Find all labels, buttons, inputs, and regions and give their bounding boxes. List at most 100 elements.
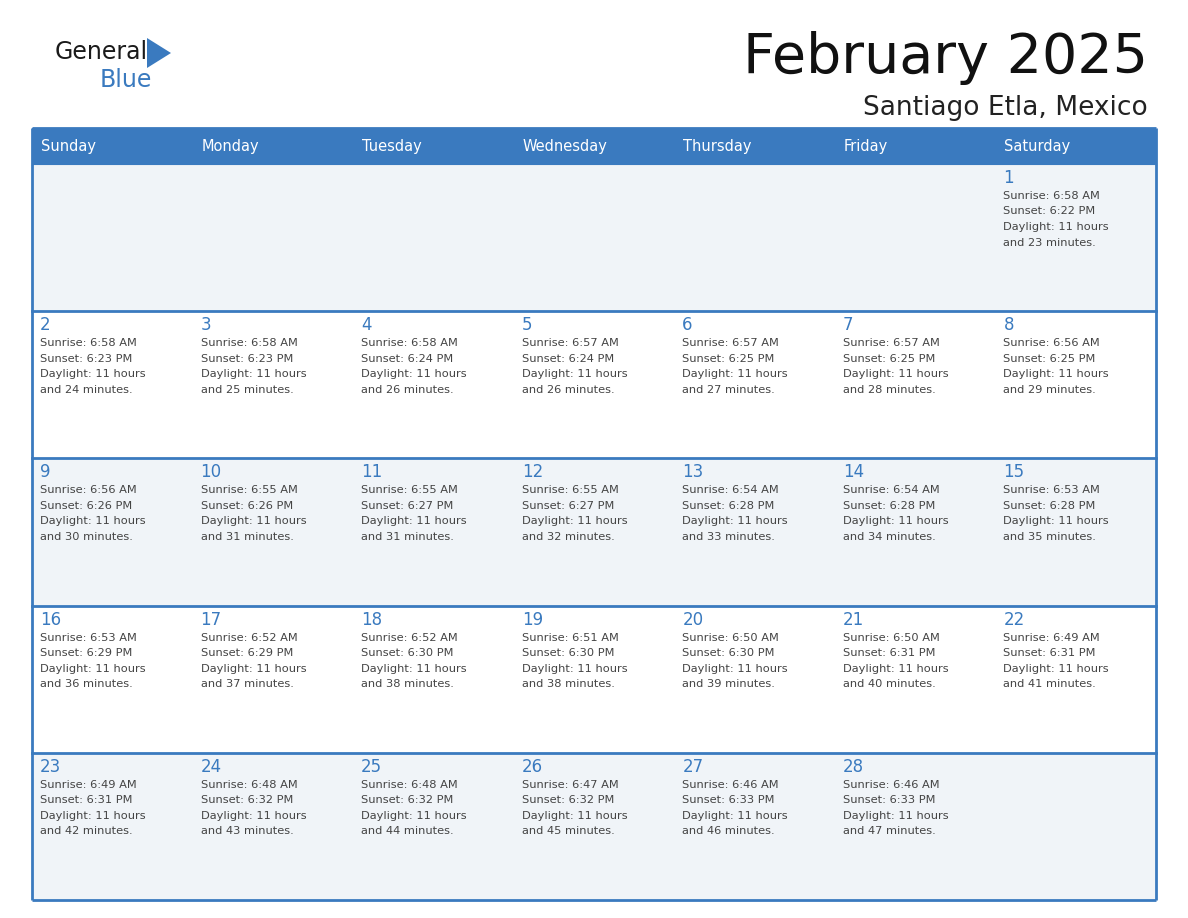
Text: and 28 minutes.: and 28 minutes. xyxy=(842,385,936,395)
Text: Sunset: 6:29 PM: Sunset: 6:29 PM xyxy=(201,648,293,658)
Text: 16: 16 xyxy=(40,610,61,629)
Text: Sunrise: 6:57 AM: Sunrise: 6:57 AM xyxy=(842,338,940,348)
Text: Daylight: 11 hours: Daylight: 11 hours xyxy=(201,517,307,526)
Text: and 47 minutes.: and 47 minutes. xyxy=(842,826,936,836)
Text: 19: 19 xyxy=(522,610,543,629)
Text: Monday: Monday xyxy=(202,139,259,153)
Text: Sunrise: 6:55 AM: Sunrise: 6:55 AM xyxy=(201,486,297,496)
Text: and 26 minutes.: and 26 minutes. xyxy=(361,385,454,395)
Bar xyxy=(835,311,996,458)
Text: Sunset: 6:33 PM: Sunset: 6:33 PM xyxy=(842,795,935,805)
Bar xyxy=(675,164,835,311)
Text: Daylight: 11 hours: Daylight: 11 hours xyxy=(842,517,948,526)
Text: 15: 15 xyxy=(1004,464,1024,481)
Text: Daylight: 11 hours: Daylight: 11 hours xyxy=(1004,222,1110,232)
Text: 10: 10 xyxy=(201,464,222,481)
Text: Sunrise: 6:57 AM: Sunrise: 6:57 AM xyxy=(522,338,619,348)
Text: Daylight: 11 hours: Daylight: 11 hours xyxy=(201,369,307,379)
Text: and 30 minutes.: and 30 minutes. xyxy=(40,532,133,542)
Polygon shape xyxy=(147,38,171,68)
Bar xyxy=(996,753,1156,900)
Text: Daylight: 11 hours: Daylight: 11 hours xyxy=(682,811,788,821)
Text: Daylight: 11 hours: Daylight: 11 hours xyxy=(682,517,788,526)
Text: Sunrise: 6:50 AM: Sunrise: 6:50 AM xyxy=(682,633,779,643)
Text: 12: 12 xyxy=(522,464,543,481)
Text: and 39 minutes.: and 39 minutes. xyxy=(682,679,775,689)
Text: Daylight: 11 hours: Daylight: 11 hours xyxy=(201,811,307,821)
Text: Sunset: 6:31 PM: Sunset: 6:31 PM xyxy=(1004,648,1095,658)
Bar xyxy=(32,311,192,458)
Bar xyxy=(996,458,1156,606)
Text: and 42 minutes.: and 42 minutes. xyxy=(40,826,133,836)
Text: 27: 27 xyxy=(682,757,703,776)
Text: Daylight: 11 hours: Daylight: 11 hours xyxy=(842,811,948,821)
Text: General: General xyxy=(55,40,148,64)
Text: and 27 minutes.: and 27 minutes. xyxy=(682,385,775,395)
Text: Sunset: 6:30 PM: Sunset: 6:30 PM xyxy=(361,648,454,658)
Bar xyxy=(353,164,513,311)
Text: Daylight: 11 hours: Daylight: 11 hours xyxy=(682,369,788,379)
Text: Sunrise: 6:51 AM: Sunrise: 6:51 AM xyxy=(522,633,619,643)
Bar xyxy=(675,606,835,753)
Text: Daylight: 11 hours: Daylight: 11 hours xyxy=(522,811,627,821)
Bar xyxy=(192,753,353,900)
Bar xyxy=(32,128,192,164)
Text: Daylight: 11 hours: Daylight: 11 hours xyxy=(842,369,948,379)
Text: Sunrise: 6:53 AM: Sunrise: 6:53 AM xyxy=(40,633,137,643)
Text: Sunset: 6:23 PM: Sunset: 6:23 PM xyxy=(40,353,132,364)
Bar xyxy=(513,311,675,458)
Bar xyxy=(353,606,513,753)
Text: Saturday: Saturday xyxy=(1004,139,1070,153)
Bar xyxy=(32,753,192,900)
Text: Sunrise: 6:58 AM: Sunrise: 6:58 AM xyxy=(361,338,459,348)
Bar xyxy=(835,458,996,606)
Bar xyxy=(192,606,353,753)
Text: Sunset: 6:25 PM: Sunset: 6:25 PM xyxy=(842,353,935,364)
Text: and 26 minutes.: and 26 minutes. xyxy=(522,385,614,395)
Text: 2: 2 xyxy=(40,316,51,334)
Text: Daylight: 11 hours: Daylight: 11 hours xyxy=(40,811,146,821)
Bar xyxy=(513,753,675,900)
Text: 23: 23 xyxy=(40,757,62,776)
Text: 8: 8 xyxy=(1004,316,1013,334)
Text: Daylight: 11 hours: Daylight: 11 hours xyxy=(1004,369,1110,379)
Bar xyxy=(513,164,675,311)
Text: Sunrise: 6:58 AM: Sunrise: 6:58 AM xyxy=(40,338,137,348)
Text: 6: 6 xyxy=(682,316,693,334)
Text: Sunrise: 6:50 AM: Sunrise: 6:50 AM xyxy=(842,633,940,643)
Text: Sunrise: 6:54 AM: Sunrise: 6:54 AM xyxy=(842,486,940,496)
Text: and 34 minutes.: and 34 minutes. xyxy=(842,532,936,542)
Text: Sunset: 6:26 PM: Sunset: 6:26 PM xyxy=(40,501,132,511)
Text: 7: 7 xyxy=(842,316,853,334)
Text: Sunset: 6:30 PM: Sunset: 6:30 PM xyxy=(522,648,614,658)
Text: February 2025: February 2025 xyxy=(742,31,1148,85)
Bar xyxy=(675,128,835,164)
Bar xyxy=(835,128,996,164)
Bar xyxy=(835,164,996,311)
Text: and 35 minutes.: and 35 minutes. xyxy=(1004,532,1097,542)
Text: Daylight: 11 hours: Daylight: 11 hours xyxy=(522,369,627,379)
Text: and 45 minutes.: and 45 minutes. xyxy=(522,826,614,836)
Text: and 38 minutes.: and 38 minutes. xyxy=(361,679,454,689)
Text: 5: 5 xyxy=(522,316,532,334)
Bar xyxy=(835,753,996,900)
Text: Sunset: 6:31 PM: Sunset: 6:31 PM xyxy=(40,795,133,805)
Bar xyxy=(353,128,513,164)
Text: Thursday: Thursday xyxy=(683,139,752,153)
Text: Sunrise: 6:48 AM: Sunrise: 6:48 AM xyxy=(201,779,297,789)
Text: and 32 minutes.: and 32 minutes. xyxy=(522,532,614,542)
Text: Daylight: 11 hours: Daylight: 11 hours xyxy=(40,664,146,674)
Text: Sunset: 6:28 PM: Sunset: 6:28 PM xyxy=(1004,501,1095,511)
Text: Sunset: 6:22 PM: Sunset: 6:22 PM xyxy=(1004,207,1095,217)
Text: 22: 22 xyxy=(1004,610,1025,629)
Text: Sunset: 6:33 PM: Sunset: 6:33 PM xyxy=(682,795,775,805)
Text: Sunset: 6:32 PM: Sunset: 6:32 PM xyxy=(201,795,293,805)
Bar xyxy=(192,311,353,458)
Text: Sunset: 6:28 PM: Sunset: 6:28 PM xyxy=(842,501,935,511)
Text: and 36 minutes.: and 36 minutes. xyxy=(40,679,133,689)
Text: Sunset: 6:30 PM: Sunset: 6:30 PM xyxy=(682,648,775,658)
Text: 24: 24 xyxy=(201,757,222,776)
Bar xyxy=(353,311,513,458)
Text: Sunrise: 6:53 AM: Sunrise: 6:53 AM xyxy=(1004,486,1100,496)
Text: Daylight: 11 hours: Daylight: 11 hours xyxy=(682,664,788,674)
